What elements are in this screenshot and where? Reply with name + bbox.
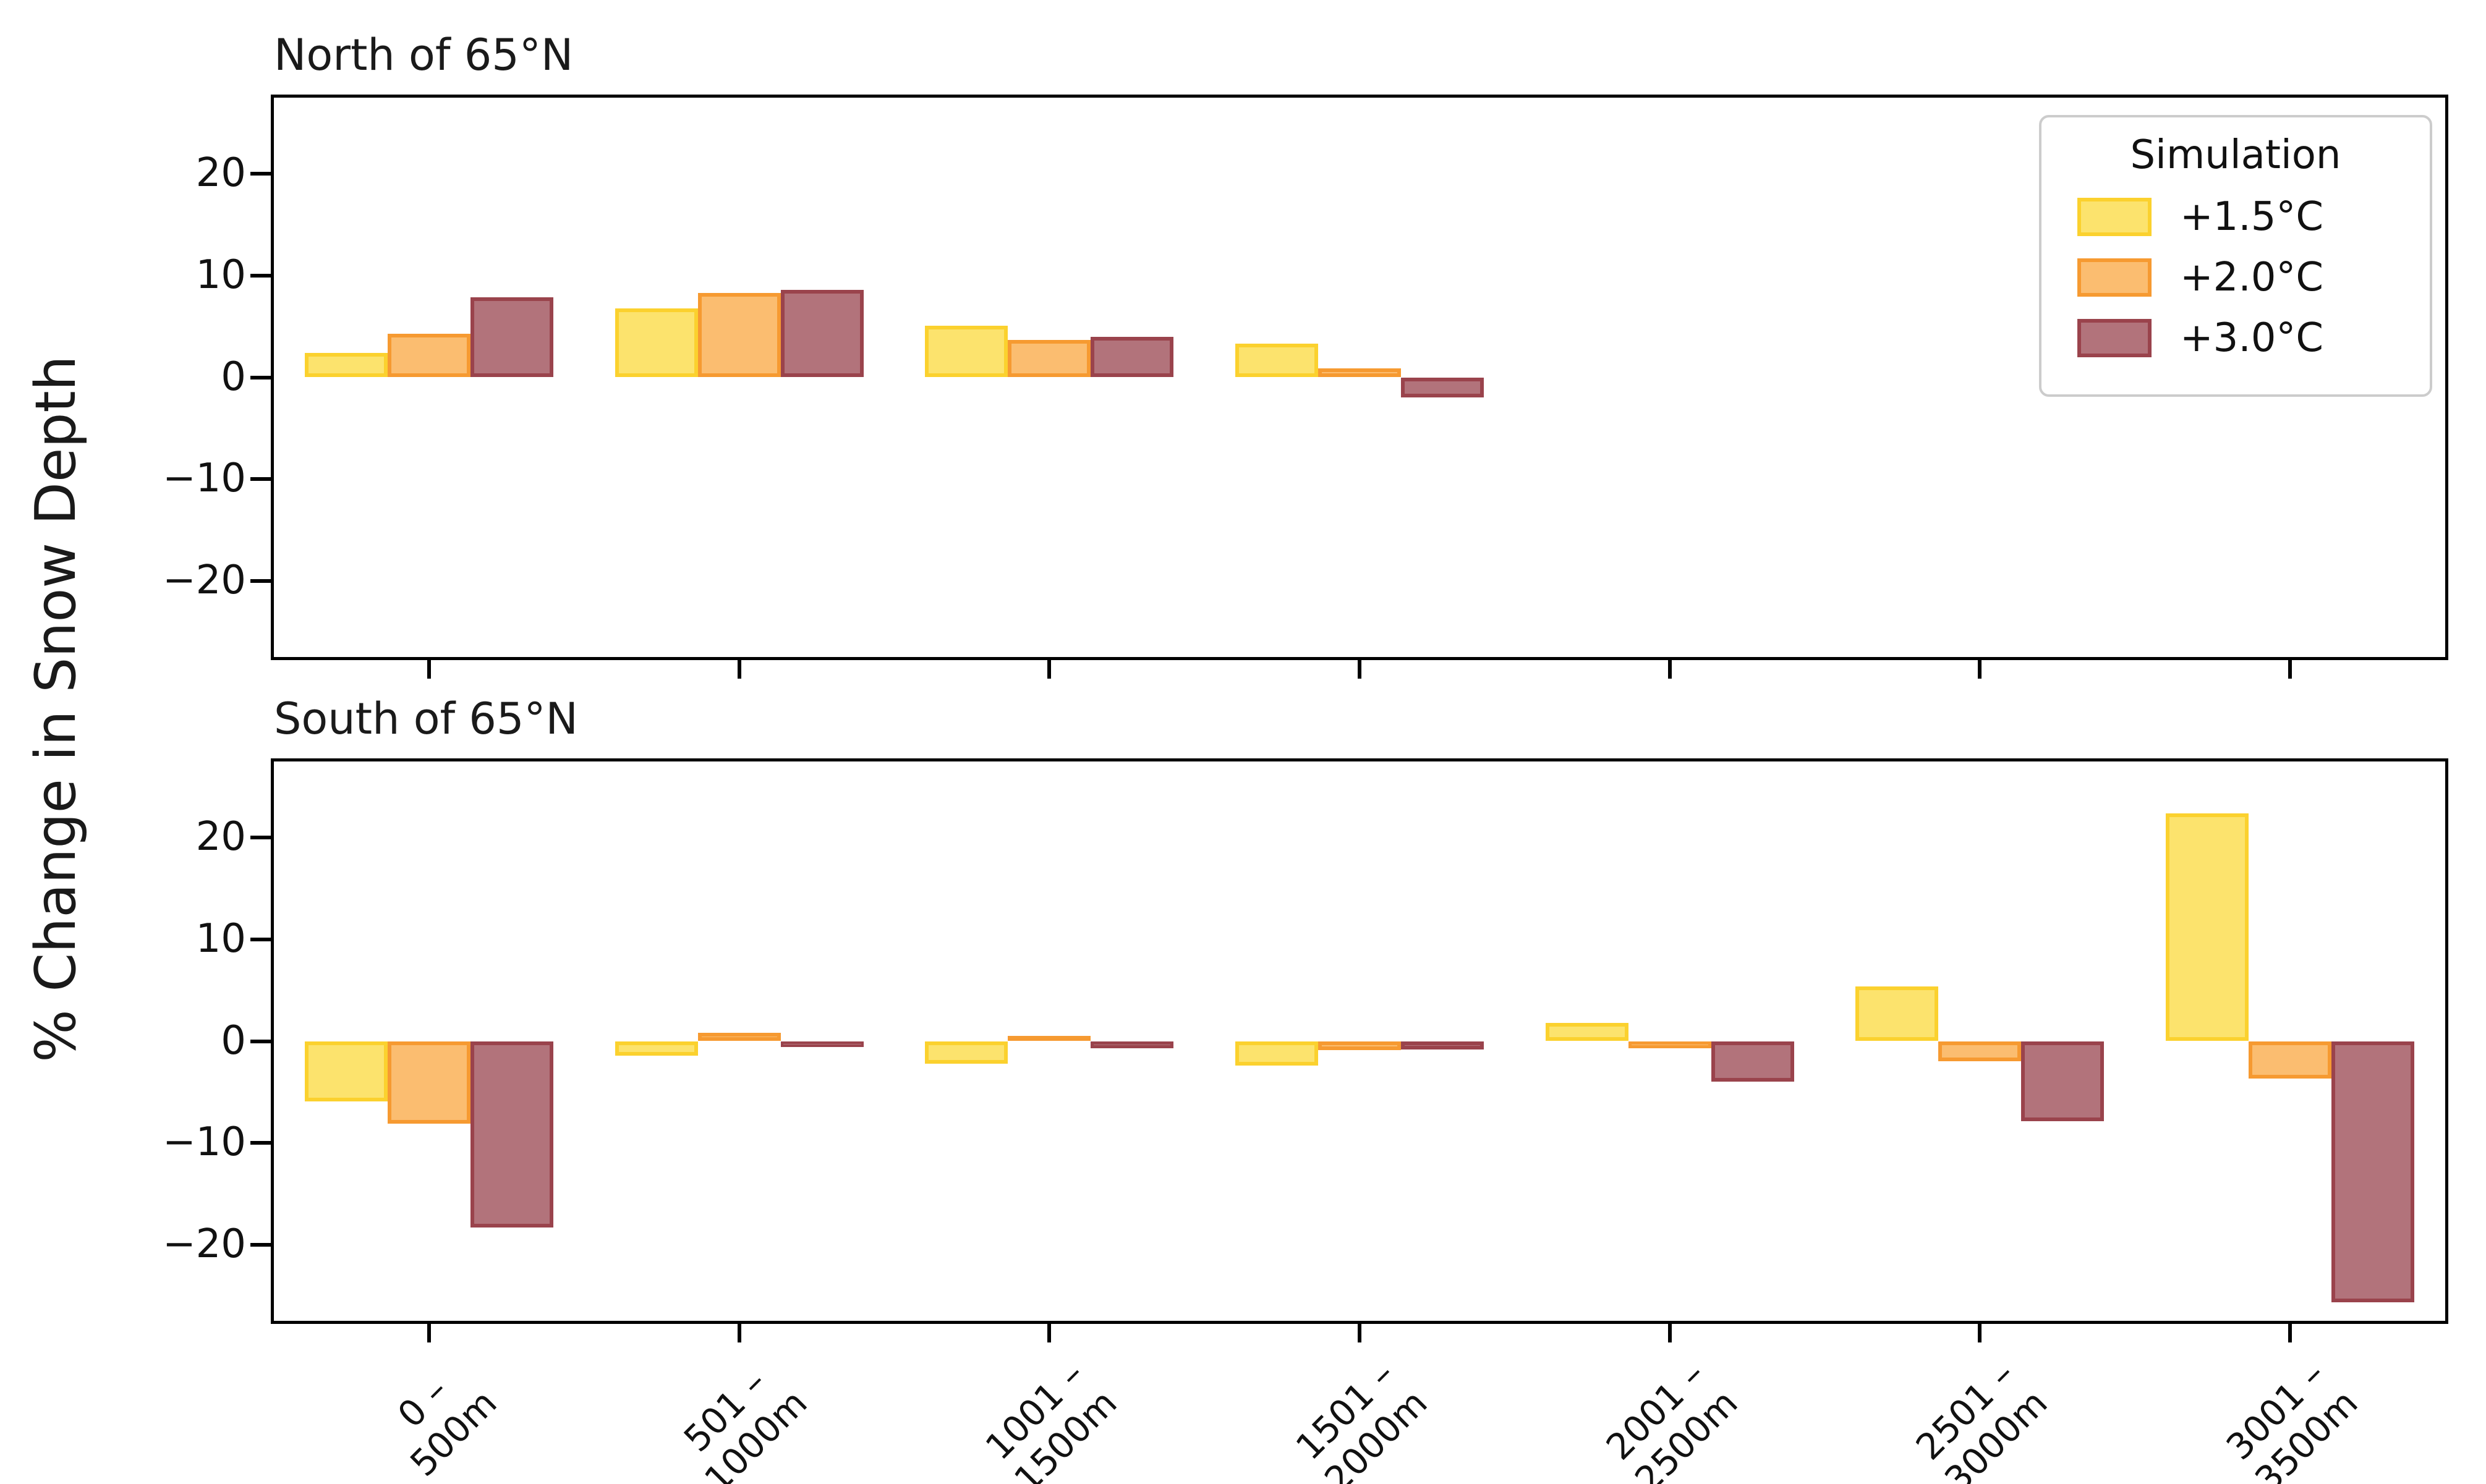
legend-swatch-+1.5°C	[2077, 198, 2152, 236]
bar-+1.5°C-501 – 1000m	[615, 1041, 698, 1056]
bar-+3.0°C-501 – 1000m	[780, 1041, 864, 1048]
legend-title: Simulation	[2130, 132, 2341, 178]
x-tick-mark	[737, 660, 741, 679]
x-tick-label: 2501 – 3000m	[1908, 1353, 2056, 1484]
panel-title-south: South of 65°N	[274, 693, 578, 744]
y-tick-label: 10	[195, 252, 246, 298]
y-tick-label: 20	[195, 814, 246, 860]
bar-+1.5°C-2501 – 3000m	[1855, 986, 1939, 1041]
legend: Simulation +1.5°C +2.0°C +3.0°C	[2039, 115, 2432, 397]
bar-+2.0°C-0 – 500m	[387, 1041, 470, 1124]
y-tick-mark	[250, 1141, 271, 1145]
x-tick-mark	[1978, 1324, 1982, 1342]
y-tick-label: 0	[221, 1017, 246, 1064]
bar-+3.0°C-2001 – 2500m	[1711, 1041, 1794, 1082]
legend-swatch-+3.0°C	[2077, 319, 2152, 357]
bar-+2.0°C-0 – 500m	[387, 333, 470, 378]
y-tick-mark	[250, 937, 271, 941]
x-tick-mark	[427, 1324, 431, 1342]
bar-+3.0°C-0 – 500m	[470, 297, 553, 378]
x-tick-mark	[1358, 660, 1361, 679]
x-tick-label: 1501 – 2000m	[1287, 1353, 1436, 1484]
y-tick-label: −10	[162, 1119, 246, 1166]
y-tick-mark	[250, 579, 271, 583]
legend-label: +1.5°C	[2180, 194, 2324, 240]
legend-entry: +3.0°C	[2077, 315, 2411, 361]
bar-+2.0°C-501 – 1000m	[697, 292, 781, 378]
bar-+1.5°C-0 – 500m	[304, 1041, 388, 1101]
bar-+1.5°C-1001 – 1500m	[925, 325, 1008, 378]
panel-title-north: North of 65°N	[274, 30, 574, 80]
x-tick-mark	[1667, 1324, 1672, 1342]
y-tick-label: −20	[162, 1221, 246, 1267]
y-tick-mark	[250, 375, 271, 379]
bar-+3.0°C-1501 – 2000m	[1401, 1041, 1484, 1049]
bar-+2.0°C-2001 – 2500m	[1628, 1041, 1711, 1049]
x-tick-mark	[1047, 1324, 1052, 1342]
x-tick-mark	[1358, 1324, 1361, 1342]
bar-+1.5°C-501 – 1000m	[615, 308, 698, 378]
bar-+2.0°C-1001 – 1500m	[1008, 339, 1091, 378]
y-tick-mark	[250, 273, 271, 278]
x-tick-label: 501 – 1000m	[675, 1361, 815, 1484]
x-tick-mark	[1047, 660, 1052, 679]
chart-panel-north: 20 10 0 −10 −20	[163, 95, 2448, 679]
legend-entry: +2.0°C	[2077, 255, 2411, 300]
y-tick-mark	[250, 836, 271, 840]
bar-+1.5°C-1501 – 2000m	[1235, 344, 1318, 378]
bar-+3.0°C-1001 – 1500m	[1091, 1041, 1174, 1049]
legend-label: +2.0°C	[2180, 255, 2324, 300]
bar-+1.5°C-0 – 500m	[304, 353, 388, 378]
bar-+1.5°C-1001 – 1500m	[925, 1041, 1008, 1064]
bar-+3.0°C-2501 – 3000m	[2021, 1041, 2105, 1122]
y-tick-mark	[250, 1242, 271, 1247]
bar-+1.5°C-3001 – 3500m	[2166, 813, 2249, 1041]
x-tick-label: 2001 – 2500m	[1598, 1353, 1745, 1484]
bar-+3.0°C-501 – 1000m	[780, 289, 864, 378]
chart-panel-south: 20 10 0 −10 −20	[163, 758, 2448, 1342]
x-tick-label: 1001 – 1500m	[977, 1353, 1125, 1484]
x-tick-mark	[427, 660, 431, 679]
x-tick-mark	[1978, 660, 1982, 679]
legend-entry: +1.5°C	[2077, 194, 2411, 240]
x-tick-label: 0 – 500m	[389, 1369, 505, 1484]
y-tick-label: −10	[162, 456, 246, 502]
bar-+2.0°C-3001 – 3500m	[2249, 1041, 2332, 1079]
legend-label: +3.0°C	[2180, 315, 2324, 361]
bar-+3.0°C-0 – 500m	[470, 1041, 553, 1227]
x-tick-mark	[2288, 660, 2292, 679]
x-tick-mark	[737, 1324, 741, 1342]
y-tick-mark	[250, 477, 271, 481]
y-tick-label: 20	[195, 150, 246, 197]
bar-+3.0°C-1501 – 2000m	[1401, 377, 1484, 398]
bar-+1.5°C-2001 – 2500m	[1545, 1022, 1628, 1041]
bar-+2.0°C-501 – 1000m	[697, 1033, 781, 1041]
y-axis-label: % Change in Snow Depth	[23, 355, 88, 1062]
x-tick-mark	[2288, 1324, 2292, 1342]
legend-swatch-+2.0°C	[2077, 258, 2152, 297]
bar-+2.0°C-2501 – 3000m	[1938, 1041, 2022, 1062]
y-tick-mark	[250, 172, 271, 176]
y-tick-label: 10	[195, 915, 246, 962]
x-tick-mark	[1667, 660, 1672, 679]
bar-+2.0°C-1501 – 2000m	[1318, 368, 1401, 378]
bar-+1.5°C-1501 – 2000m	[1235, 1041, 1318, 1066]
x-tick-label: 3001 – 3500m	[2218, 1353, 2366, 1484]
y-tick-label: 0	[221, 354, 246, 400]
bar-+3.0°C-3001 – 3500m	[2331, 1041, 2415, 1303]
y-tick-label: −20	[162, 557, 246, 603]
y-tick-mark	[250, 1039, 271, 1043]
bar-+3.0°C-1001 – 1500m	[1091, 336, 1174, 378]
bar-+2.0°C-1501 – 2000m	[1318, 1041, 1401, 1051]
bar-+2.0°C-1001 – 1500m	[1008, 1036, 1091, 1041]
